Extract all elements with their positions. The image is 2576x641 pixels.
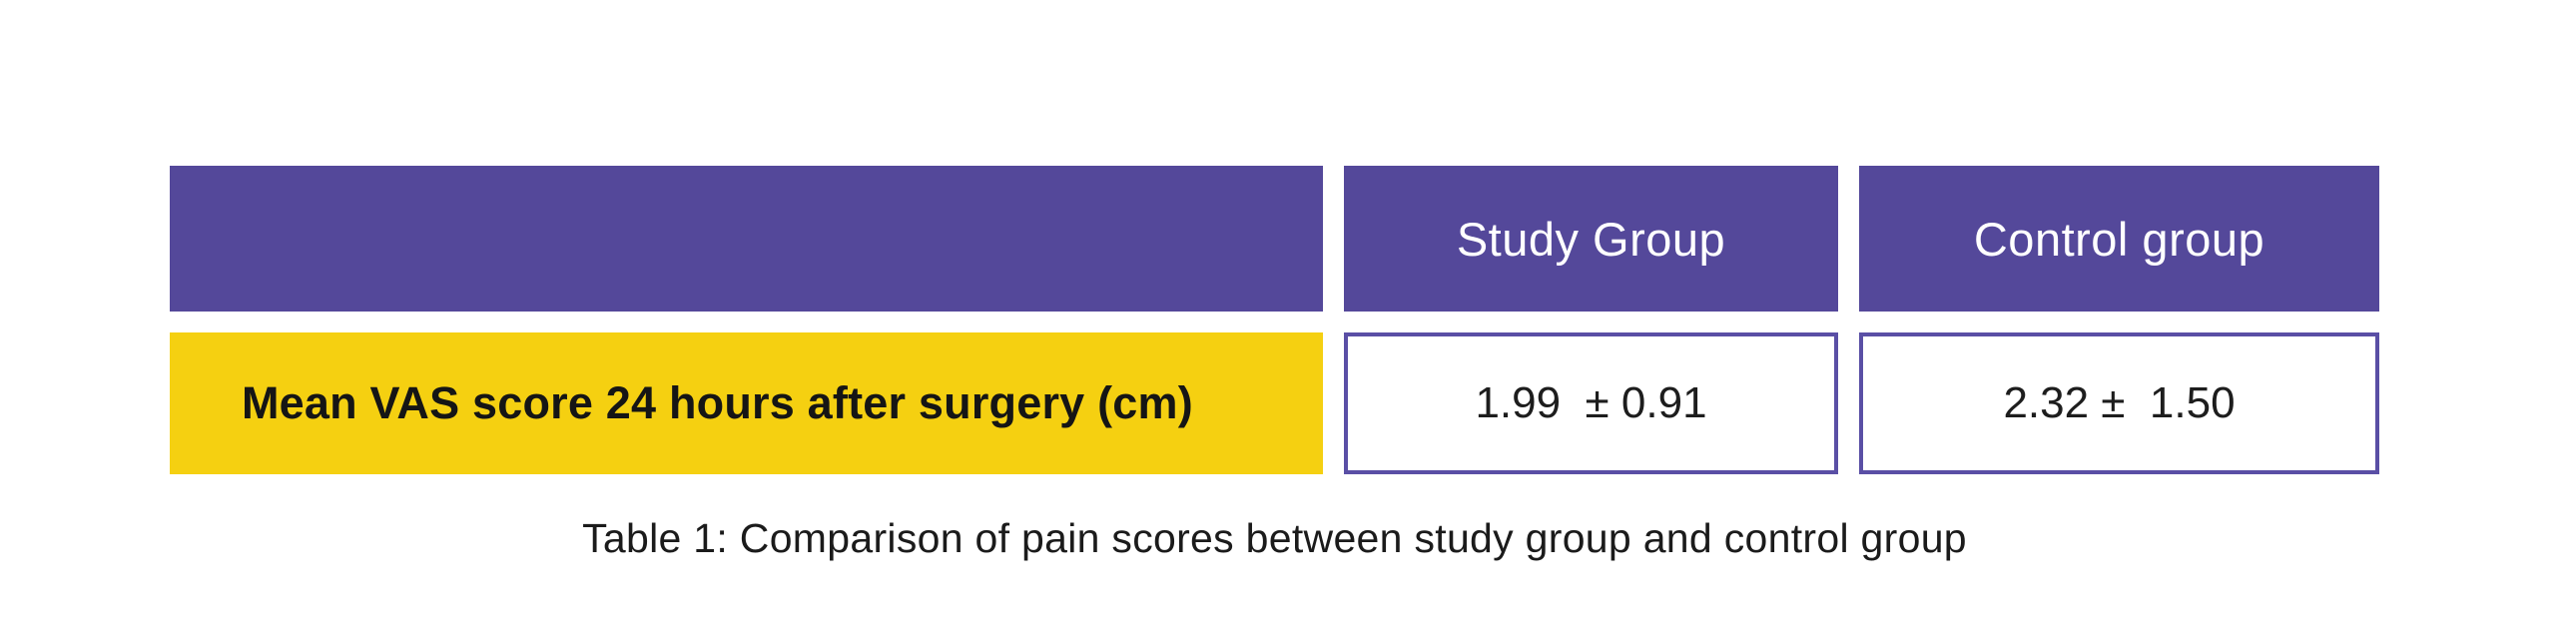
study-group-header-label: Study Group <box>1456 212 1726 266</box>
row-label-text: Mean VAS score 24 hours after surgery (c… <box>242 377 1193 428</box>
study-group-value-text: 1.99 ± 0.91 <box>1475 378 1707 427</box>
control-group-value-text: 2.32 ± 1.50 <box>2003 378 2236 427</box>
row-label-cell: Mean VAS score 24 hours after surgery (c… <box>170 332 1323 474</box>
control-group-header-label: Control group <box>1973 212 2265 266</box>
header-cell-empty <box>170 166 1323 312</box>
header-cell-study-group: Study Group <box>1344 166 1838 312</box>
comparison-table: Study Group Control group Mean VAS score… <box>170 166 2379 474</box>
study-group-value-cell: 1.99 ± 0.91 <box>1344 332 1838 474</box>
table-caption: Table 1: Comparison of pain scores betwe… <box>582 515 1967 561</box>
control-group-value-cell: 2.32 ± 1.50 <box>1859 332 2379 474</box>
header-cell-control-group: Control group <box>1859 166 2379 312</box>
